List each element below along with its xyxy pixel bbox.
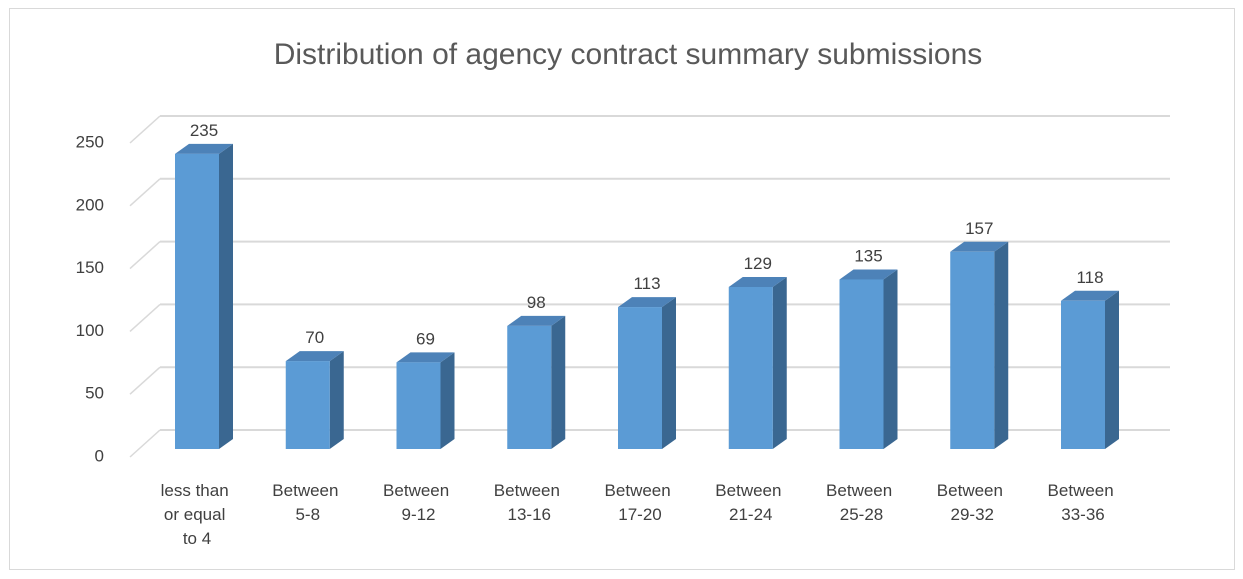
y-tick-label: 150 bbox=[76, 258, 104, 277]
x-tick-label: Between 29-32 bbox=[937, 481, 1008, 524]
data-label: 135 bbox=[854, 246, 882, 265]
grid-depth-line bbox=[129, 429, 161, 458]
bar-front bbox=[839, 279, 884, 449]
grid-depth-line bbox=[129, 178, 161, 207]
data-label: 70 bbox=[305, 328, 324, 347]
bar-top bbox=[618, 297, 676, 308]
bar-front bbox=[507, 325, 552, 449]
bar bbox=[1061, 290, 1119, 449]
bar-top bbox=[728, 276, 787, 287]
bar-front bbox=[950, 251, 995, 449]
y-tick-label: 250 bbox=[76, 132, 104, 151]
bar bbox=[507, 315, 566, 449]
bar-side bbox=[883, 269, 898, 449]
y-tick-label: 0 bbox=[95, 446, 104, 465]
x-tick-label: Between 33-36 bbox=[1048, 481, 1119, 524]
bar bbox=[285, 351, 344, 449]
bar bbox=[839, 269, 898, 449]
grid-depth-line bbox=[129, 303, 161, 332]
x-tick-label: Between 25-28 bbox=[826, 481, 897, 524]
data-label: 98 bbox=[527, 293, 546, 312]
data-label: 235 bbox=[190, 121, 218, 140]
bar-side bbox=[772, 276, 787, 449]
bar-top bbox=[1061, 290, 1119, 301]
bar-side bbox=[329, 351, 344, 449]
bar bbox=[175, 143, 233, 449]
x-tick-label: Between 5-8 bbox=[272, 481, 343, 524]
bar-side bbox=[219, 143, 233, 449]
bar bbox=[950, 241, 1009, 449]
grid-depth-line bbox=[129, 366, 161, 395]
bar bbox=[618, 297, 676, 449]
x-tick-label: Between 13-16 bbox=[494, 481, 565, 524]
bar-side bbox=[994, 241, 1009, 449]
bar-top bbox=[507, 315, 566, 326]
bar-side bbox=[440, 352, 455, 449]
x-tick-label: less than or equal to 4 bbox=[161, 481, 234, 548]
chart-title: Distribution of agency contract summary … bbox=[274, 38, 983, 71]
y-tick-label: 200 bbox=[76, 195, 104, 214]
bar-top bbox=[285, 351, 344, 362]
bar-front bbox=[285, 361, 330, 449]
grid-depth-line bbox=[129, 241, 161, 270]
bar-top bbox=[396, 352, 455, 363]
bar-front bbox=[1061, 300, 1105, 449]
bar-top bbox=[950, 241, 1009, 252]
y-tick-label: 50 bbox=[85, 384, 104, 403]
x-tick-label: Between 17-20 bbox=[605, 481, 676, 524]
bar-top bbox=[839, 269, 898, 280]
data-label: 113 bbox=[633, 274, 660, 293]
bar-front bbox=[618, 307, 662, 449]
bar-front bbox=[396, 362, 441, 449]
bar-side bbox=[662, 297, 676, 449]
bar-front bbox=[728, 286, 773, 449]
data-label: 69 bbox=[416, 329, 435, 348]
data-label: 129 bbox=[744, 254, 772, 273]
bar bbox=[396, 352, 455, 449]
bar-top bbox=[175, 143, 233, 154]
bar-side bbox=[551, 315, 566, 449]
bar bbox=[728, 276, 787, 449]
data-label: 118 bbox=[1076, 268, 1103, 287]
y-tick-label: 100 bbox=[76, 321, 104, 340]
x-tick-label: Between 9-12 bbox=[383, 481, 454, 524]
x-tick-label: Between 21-24 bbox=[715, 481, 786, 524]
bar-side bbox=[1105, 290, 1119, 449]
grid-depth-line bbox=[129, 115, 161, 144]
bar-front bbox=[175, 153, 219, 449]
data-label: 157 bbox=[965, 219, 993, 238]
